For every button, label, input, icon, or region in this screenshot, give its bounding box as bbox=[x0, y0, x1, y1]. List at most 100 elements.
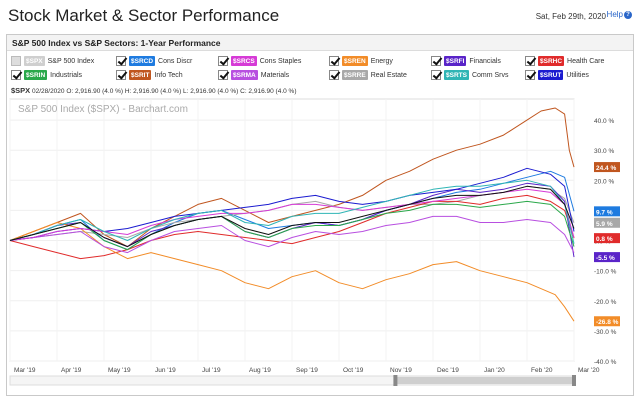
legend-item-srit[interactable]: $SRIT Info Tech bbox=[116, 69, 183, 81]
legend-symbol-badge: $SRHC bbox=[538, 56, 565, 66]
legend-item-srre[interactable]: $SRRE Real Estate bbox=[329, 69, 407, 81]
end-value-badge bbox=[594, 162, 620, 173]
x-tick-label: May '19 bbox=[108, 367, 131, 374]
x-tick-label: Mar '19 bbox=[14, 367, 36, 374]
series-line-comm-srvs bbox=[9, 179, 575, 244]
legend-label: Industrials bbox=[50, 71, 83, 79]
x-tick-label: Aug '19 bbox=[249, 367, 271, 374]
legend-symbol-badge: $SRCS bbox=[231, 56, 257, 66]
legend-label: Info Tech bbox=[154, 71, 183, 79]
series-line-utilities bbox=[9, 167, 575, 241]
page-title: Stock Market & Sector Performance bbox=[8, 6, 280, 25]
legend-symbol-badge: $SRIN bbox=[24, 70, 48, 80]
legend-item-srts[interactable]: $SRTS Comm Srvs bbox=[431, 69, 509, 81]
legend-checkbox[interactable] bbox=[218, 70, 228, 80]
chart-watermark: S&P 500 Index ($SPX) - Barchart.com bbox=[18, 104, 188, 115]
chart-area: S&P 500 Index ($SPX) - Barchart.com 40.0 … bbox=[6, 97, 634, 396]
x-tick-label: Sep '19 bbox=[296, 367, 318, 374]
legend-item-srma[interactable]: $SRMA Materials bbox=[218, 69, 289, 81]
legend-label: Utilities bbox=[566, 71, 589, 79]
x-tick-label: Oct '19 bbox=[343, 367, 364, 374]
end-value-badge bbox=[594, 233, 620, 244]
legend-item-spx[interactable]: $SPX S&P 500 Index bbox=[11, 55, 94, 67]
y-tick-label: 20.0 % bbox=[594, 178, 614, 185]
series-line-health-care bbox=[9, 194, 575, 260]
y-tick-label: 40.0 % bbox=[594, 118, 614, 125]
legend-label: Comm Srvs bbox=[471, 71, 509, 79]
legend-symbol-badge: $SRUT bbox=[538, 70, 564, 80]
legend-label: Energy bbox=[370, 57, 393, 65]
legend-checkbox[interactable] bbox=[431, 56, 441, 66]
x-tick-label: Jun '19 bbox=[155, 367, 176, 374]
legend-symbol-badge: $SRIT bbox=[129, 70, 152, 80]
performance-chart: S&P 500 Index ($SPX) - Barchart.com 40.0 … bbox=[9, 98, 620, 386]
series-line-materials bbox=[9, 215, 575, 254]
legend-symbol-badge: $SRRE bbox=[342, 70, 368, 80]
end-value-label: -26.8 % bbox=[596, 319, 619, 326]
x-tick-label: Nov '19 bbox=[390, 367, 412, 374]
legend-label: Financials bbox=[469, 57, 501, 65]
end-value-label: 9.7 % bbox=[596, 209, 613, 216]
help-label: Help bbox=[606, 10, 623, 19]
end-value-label: -5.5 % bbox=[596, 255, 615, 262]
legend-item-srut[interactable]: $SRUT Utilities bbox=[525, 69, 589, 81]
legend-checkbox[interactable] bbox=[431, 70, 441, 80]
legend-checkbox[interactable] bbox=[11, 70, 21, 80]
series-line-info-tech bbox=[9, 107, 575, 248]
legend-label: Cons Staples bbox=[259, 57, 302, 65]
legend-label: Materials bbox=[260, 71, 290, 79]
series-line-industrials bbox=[9, 200, 575, 251]
x-tick-label: Dec '19 bbox=[437, 367, 459, 374]
legend-checkbox[interactable] bbox=[218, 56, 228, 66]
y-tick-label: -20.0 % bbox=[594, 299, 617, 306]
y-tick-label: -40.0 % bbox=[594, 359, 617, 366]
legend-item-srcs[interactable]: $SRCS Cons Staples bbox=[218, 55, 301, 67]
legend-item-srfi[interactable]: $SRFI Financials bbox=[431, 55, 501, 67]
x-tick-label: Feb '20 bbox=[531, 367, 553, 374]
y-tick-label: 30.0 % bbox=[594, 148, 614, 155]
legend-label: Real Estate bbox=[370, 71, 407, 79]
quote-line: $SPX 02/28/2020 O: 2,916.90 (4.0 %) H: 2… bbox=[11, 86, 297, 95]
x-tick-label: Jan '20 bbox=[484, 367, 505, 374]
legend-label: S&P 500 Index bbox=[47, 57, 95, 65]
legend-item-srin[interactable]: $SRIN Industrials bbox=[11, 69, 82, 81]
legend-symbol-badge: $SRFI bbox=[444, 56, 467, 66]
legend-checkbox[interactable] bbox=[525, 70, 535, 80]
series-line-s-p-500-index bbox=[9, 185, 575, 248]
end-value-label: 5.9 % bbox=[596, 221, 613, 228]
legend-checkbox[interactable] bbox=[116, 70, 126, 80]
legend-symbol-badge: $SRCD bbox=[129, 56, 156, 66]
legend-checkbox[interactable] bbox=[11, 56, 21, 66]
end-value-label: 0.8 % bbox=[596, 236, 613, 243]
legend-checkbox[interactable] bbox=[329, 70, 339, 80]
end-value-badge bbox=[594, 217, 620, 228]
legend-checkbox[interactable] bbox=[116, 56, 126, 66]
help-link[interactable]: Help ? bbox=[607, 10, 632, 19]
legend-label: Health Care bbox=[567, 57, 605, 65]
legend-label: Cons Discr bbox=[158, 57, 193, 65]
series-line-energy bbox=[9, 222, 575, 322]
x-tick-label: Apr '19 bbox=[61, 367, 82, 374]
quote-text: 02/28/2020 O: 2,916.90 (4.0 %) H: 2,916.… bbox=[32, 88, 297, 95]
legend-checkbox[interactable] bbox=[329, 56, 339, 66]
range-handle-right bbox=[572, 375, 576, 386]
legend-item-srhc[interactable]: $SRHC Health Care bbox=[525, 55, 604, 67]
panel-title: S&P 500 Index vs S&P Sectors: 1-Year Per… bbox=[7, 35, 633, 51]
legend-item-sren[interactable]: $SREN Energy bbox=[329, 55, 393, 67]
end-value-badge bbox=[594, 252, 620, 263]
legend-checkbox[interactable] bbox=[525, 56, 535, 66]
legend-symbol-badge: $SREN bbox=[342, 56, 368, 66]
range-handle-left bbox=[393, 375, 398, 386]
y-tick-label: -30.0 % bbox=[594, 329, 617, 336]
quote-symbol: $SPX bbox=[11, 86, 31, 95]
y-tick-label: -10.0 % bbox=[594, 269, 617, 276]
legend-symbol-badge: $SRTS bbox=[444, 70, 469, 80]
legend-symbol-badge: $SRMA bbox=[231, 70, 258, 80]
date-label: Sat, Feb 29th, 2020 bbox=[535, 12, 606, 21]
end-value-badge bbox=[594, 206, 620, 217]
help-icon: ? bbox=[624, 10, 632, 19]
end-value-badge bbox=[594, 316, 620, 327]
legend-item-srcd[interactable]: $SRCD Cons Discr bbox=[116, 55, 192, 67]
x-tick-label: Mar '20 bbox=[578, 367, 600, 374]
x-tick-label: Jul '19 bbox=[202, 367, 221, 374]
